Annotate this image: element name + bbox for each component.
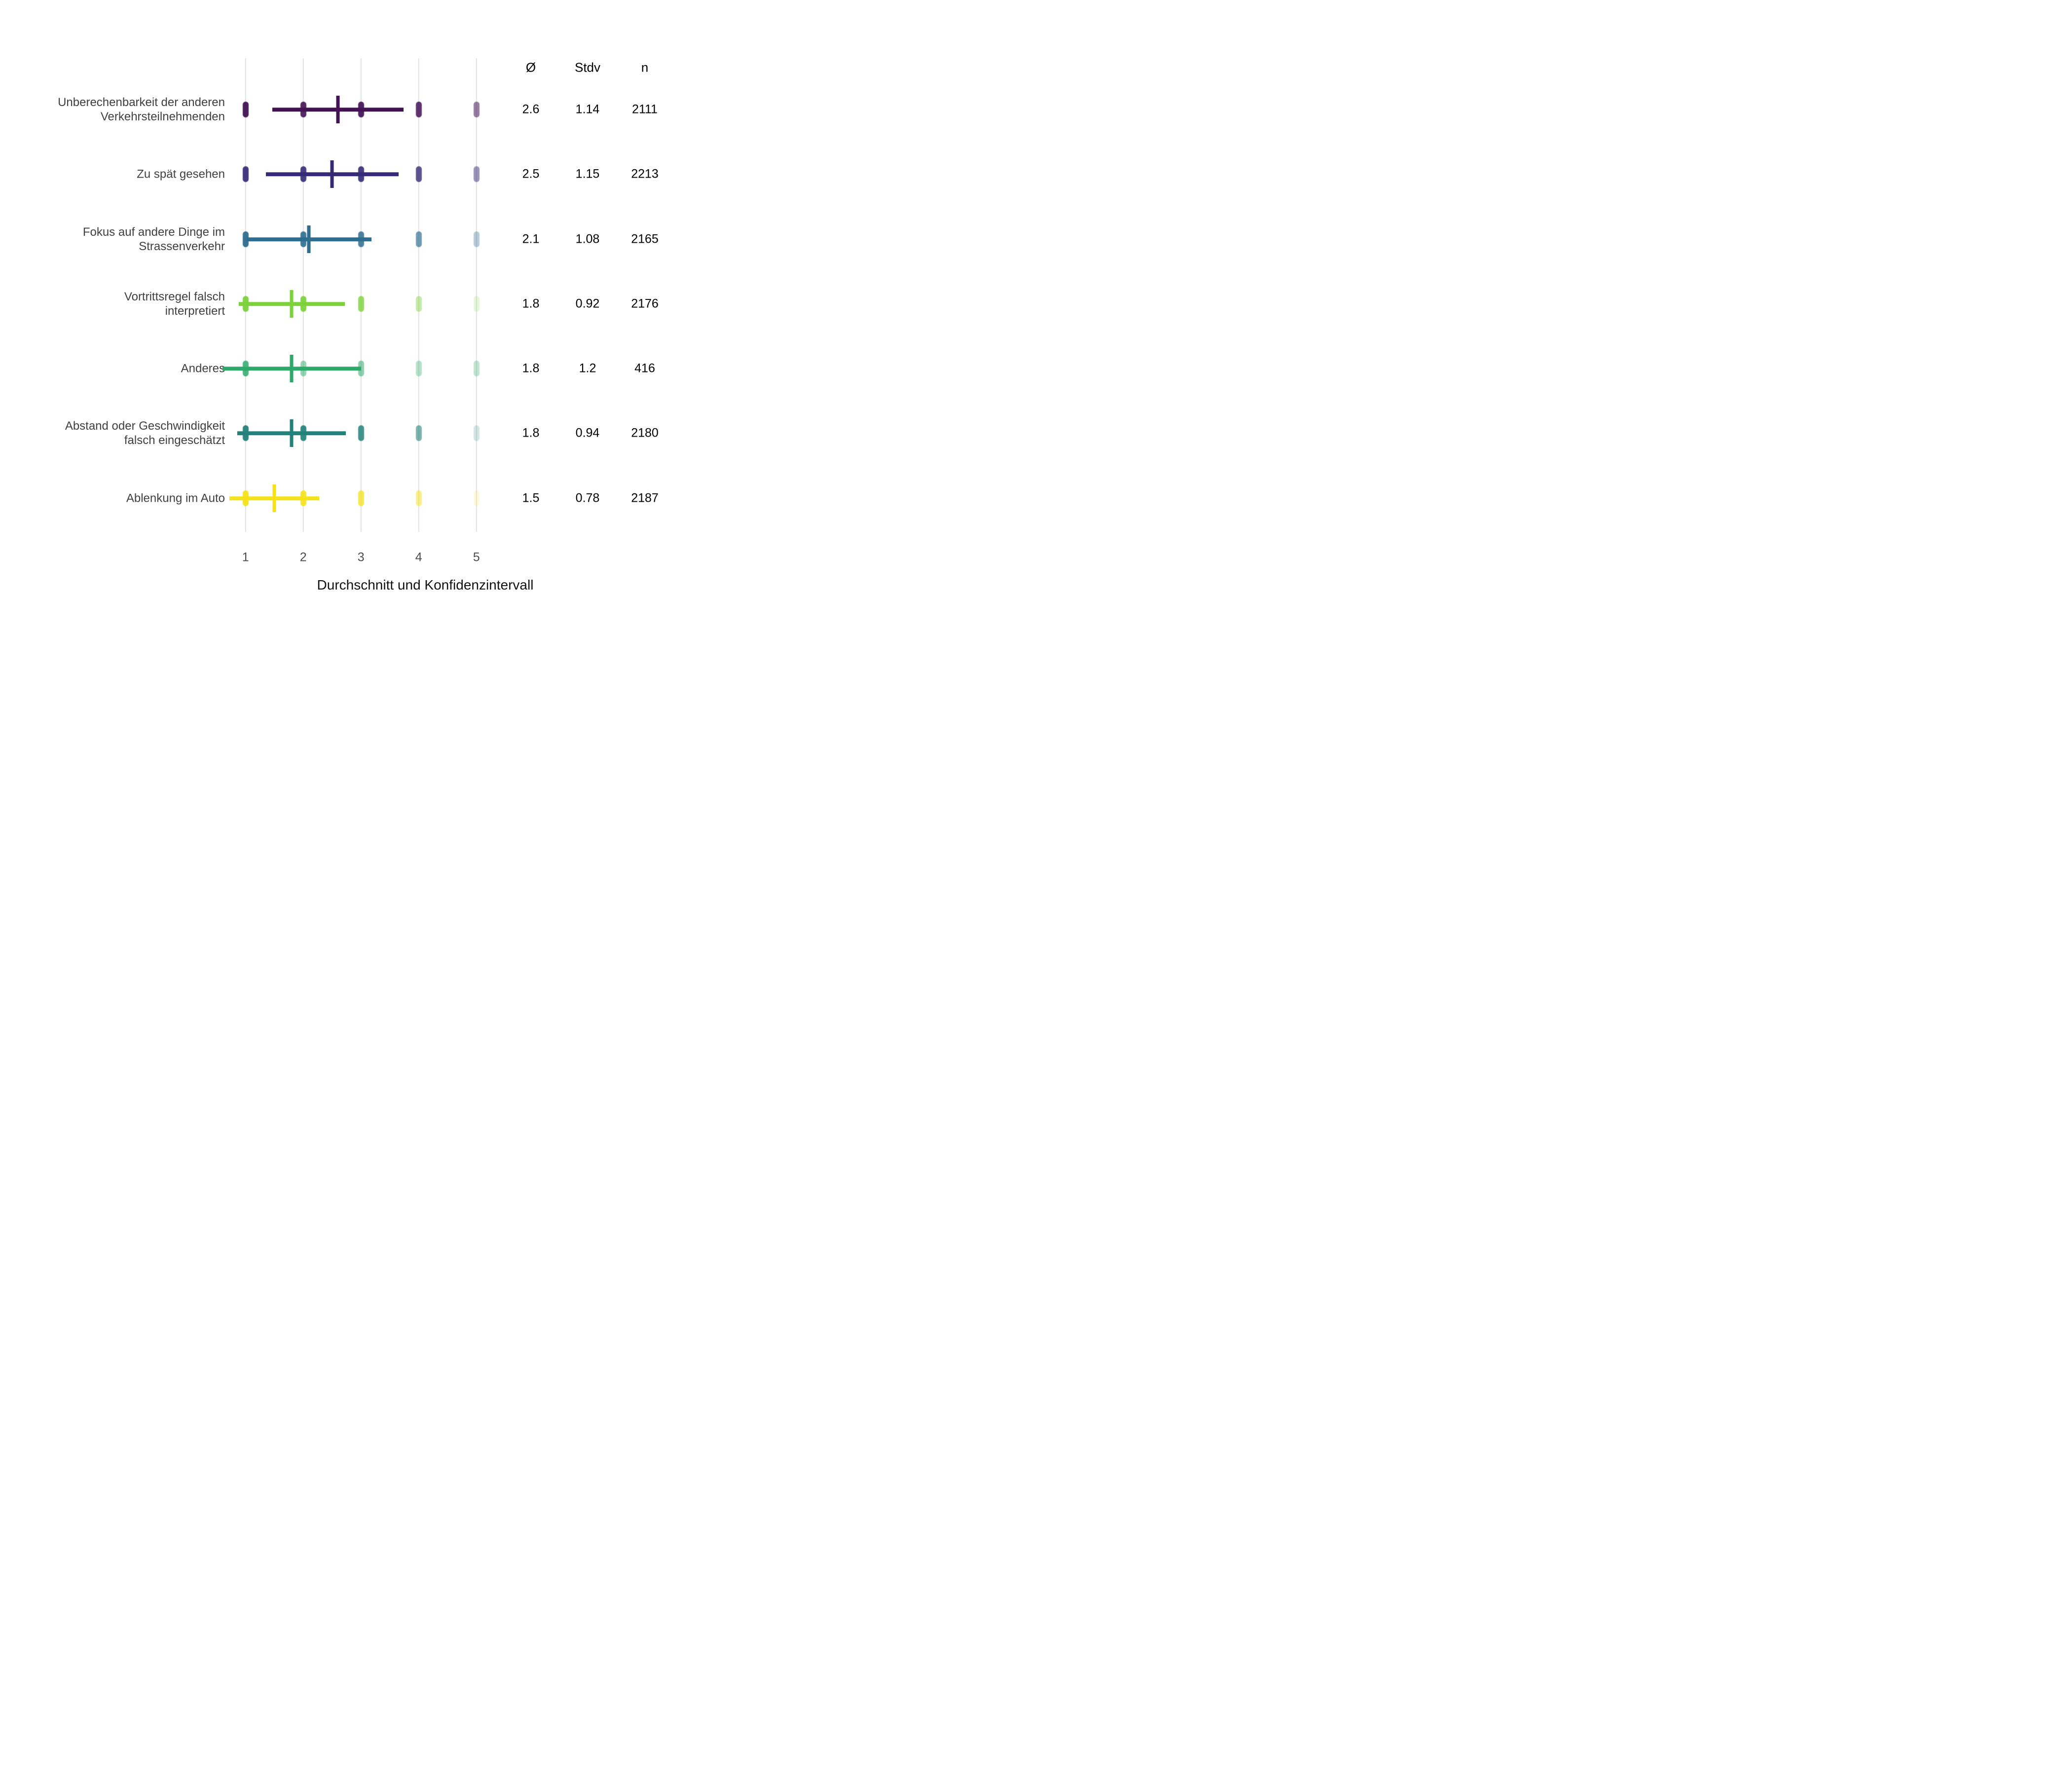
point-cluster-value-4: [415, 425, 422, 441]
mean-value: 2.6: [522, 102, 540, 116]
point-cluster-value-4: [415, 296, 422, 312]
row-label-line: Unberechenbarkeit der anderen: [58, 96, 225, 109]
stdv-value: 0.94: [575, 426, 600, 440]
gridline-x-4: [418, 58, 419, 532]
n-value: 2111: [632, 102, 658, 116]
point-cluster-value-4: [415, 102, 422, 117]
n-value: 2213: [631, 167, 659, 181]
point-cluster-value-5: [473, 166, 480, 182]
n-value: 2187: [631, 491, 659, 505]
point-cluster-value-1: [242, 231, 249, 247]
stdv-value: 0.78: [575, 491, 600, 505]
row-label-line: Abstand oder Geschwindigkeit: [65, 419, 225, 433]
x-tick-label-1: 1: [242, 550, 249, 564]
point-cluster-value-3: [358, 296, 364, 312]
mean-value: 2.1: [522, 232, 540, 246]
row-label: Anderes: [0, 362, 225, 376]
point-cluster-value-1: [242, 166, 249, 182]
row-label: Fokus auf andere Dinge im Strassenverkehr: [0, 225, 225, 254]
row-label-line: Fokus auf andere Dinge im: [82, 225, 225, 239]
row-label-line: Anderes: [181, 362, 225, 375]
stdv-value: 0.92: [575, 296, 600, 311]
x-tick-label-4: 4: [415, 550, 422, 564]
row-label-line: Strassenverkehr: [139, 240, 225, 253]
row-label: Abstand oder Geschwindigkeit falsch einge…: [0, 419, 225, 447]
mean-value: 1.8: [522, 426, 540, 440]
x-tick-label-2: 2: [299, 550, 307, 564]
gridline-x-5: [476, 58, 477, 532]
point-cluster-value-4: [415, 166, 422, 182]
row-label-line: Verkehrsteilnehmenden: [100, 110, 225, 123]
point-cluster-value-4: [415, 231, 422, 247]
row-label: Ablenkung im Auto: [0, 491, 225, 506]
mean-tick: [290, 290, 294, 318]
n-value: 416: [634, 361, 655, 375]
point-cluster-value-5: [473, 231, 480, 247]
row-label-line: Zu spät gesehen: [137, 167, 225, 181]
mean-value: 1.8: [522, 361, 540, 375]
mean-tick: [272, 484, 276, 512]
column-header-stdv: Stdv: [574, 60, 601, 75]
mean-tick: [290, 355, 294, 382]
stdv-value: 1.2: [579, 361, 596, 375]
mean-value: 1.5: [522, 491, 540, 505]
point-cluster-value-4: [415, 361, 422, 376]
column-header-mean: Ø: [525, 60, 536, 75]
row-label-line: interpretiert: [165, 304, 225, 318]
mean-ci-dot-plot: Unberechenbarkeit der anderen Verkehrstei…: [0, 0, 691, 592]
gridline-x-2: [302, 58, 304, 532]
point-cluster-value-5: [473, 296, 480, 312]
row-label-line: falsch eingeschätzt: [124, 434, 225, 447]
point-cluster-value-5: [473, 490, 480, 506]
mean-tick: [336, 96, 340, 123]
row-label-line: Vortrittsregel falsch: [124, 290, 225, 303]
point-cluster-value-5: [473, 361, 480, 376]
n-value: 2176: [631, 296, 659, 311]
mean-value: 1.8: [522, 296, 540, 311]
stdv-value: 1.08: [575, 232, 600, 246]
row-label: Zu spät gesehen: [0, 167, 225, 182]
n-value: 2180: [631, 426, 659, 440]
mean-tick: [330, 160, 334, 188]
point-cluster-value-3: [358, 361, 364, 376]
stdv-value: 1.15: [575, 167, 600, 181]
point-cluster-value-5: [473, 102, 480, 117]
gridline-x-1: [245, 58, 246, 532]
stdv-value: 1.14: [575, 102, 600, 116]
row-label: Unberechenbarkeit der anderen Verkehrstei…: [0, 95, 225, 124]
row-label: Vortrittsregel falsch interpretiert: [0, 290, 225, 318]
gridline-x-3: [360, 58, 362, 532]
column-header-n: n: [641, 60, 649, 75]
point-cluster-value-1: [242, 102, 249, 117]
row-label-line: Ablenkung im Auto: [126, 491, 225, 505]
point-cluster-value-4: [415, 490, 422, 506]
point-cluster-value-3: [358, 425, 364, 441]
mean-value: 2.5: [522, 167, 540, 181]
x-tick-label-5: 5: [473, 550, 480, 564]
mean-tick: [290, 419, 294, 447]
n-value: 2165: [631, 232, 659, 246]
x-tick-label-3: 3: [357, 550, 365, 564]
x-axis-title: Durchschnitt und Konfidenzintervall: [317, 577, 534, 592]
point-cluster-value-3: [358, 490, 364, 506]
point-cluster-value-5: [473, 425, 480, 441]
mean-tick: [307, 225, 311, 253]
